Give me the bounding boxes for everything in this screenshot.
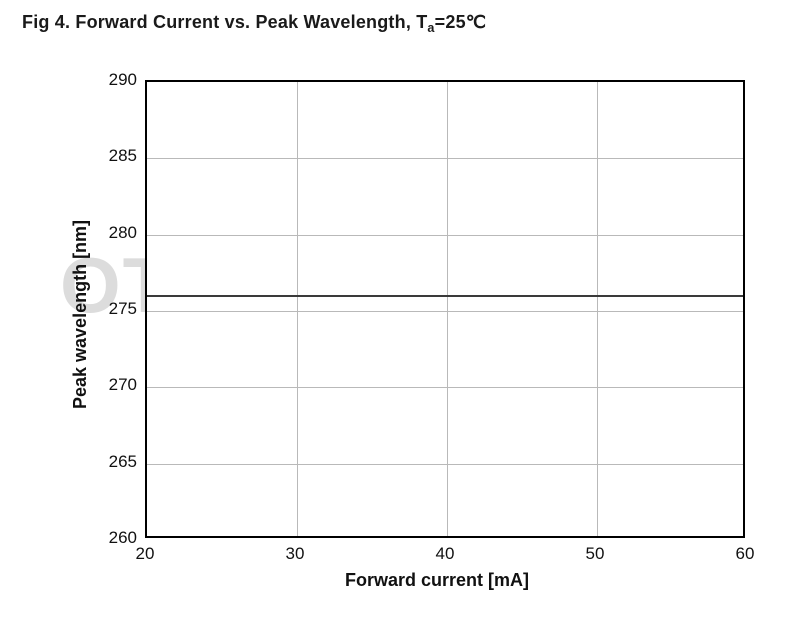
grid-line-horizontal (147, 158, 743, 159)
y-tick-label: 265 (97, 452, 137, 472)
grid-line-horizontal (147, 311, 743, 312)
y-tick-label: 260 (97, 528, 137, 548)
grid-line-vertical (297, 82, 298, 536)
y-tick-label: 270 (97, 375, 137, 395)
figure-title-suffix: =25℃ (435, 12, 487, 32)
y-tick-label: 285 (97, 146, 137, 166)
y-tick-label: 280 (97, 223, 137, 243)
x-tick-label: 50 (575, 544, 615, 564)
figure-title-subscript: a (427, 21, 434, 35)
chart-plot-area (145, 80, 745, 538)
grid-line-vertical (597, 82, 598, 536)
y-axis-label: Peak wavelength [nm] (70, 220, 91, 409)
y-tick-label: 275 (97, 299, 137, 319)
x-tick-label: 60 (725, 544, 765, 564)
grid-line-horizontal (147, 235, 743, 236)
series-peak-wavelength (147, 295, 743, 297)
page: Fig 4. Forward Current vs. Peak Waveleng… (0, 0, 800, 627)
grid-line-vertical (447, 82, 448, 536)
x-tick-label: 40 (425, 544, 465, 564)
y-tick-label: 290 (97, 70, 137, 90)
x-axis-label: Forward current [mA] (345, 570, 529, 591)
figure-title-prefix: Fig 4. Forward Current vs. Peak Waveleng… (22, 12, 427, 32)
figure-title: Fig 4. Forward Current vs. Peak Waveleng… (22, 12, 486, 33)
grid-line-horizontal (147, 387, 743, 388)
x-tick-label: 30 (275, 544, 315, 564)
grid-line-horizontal (147, 464, 743, 465)
